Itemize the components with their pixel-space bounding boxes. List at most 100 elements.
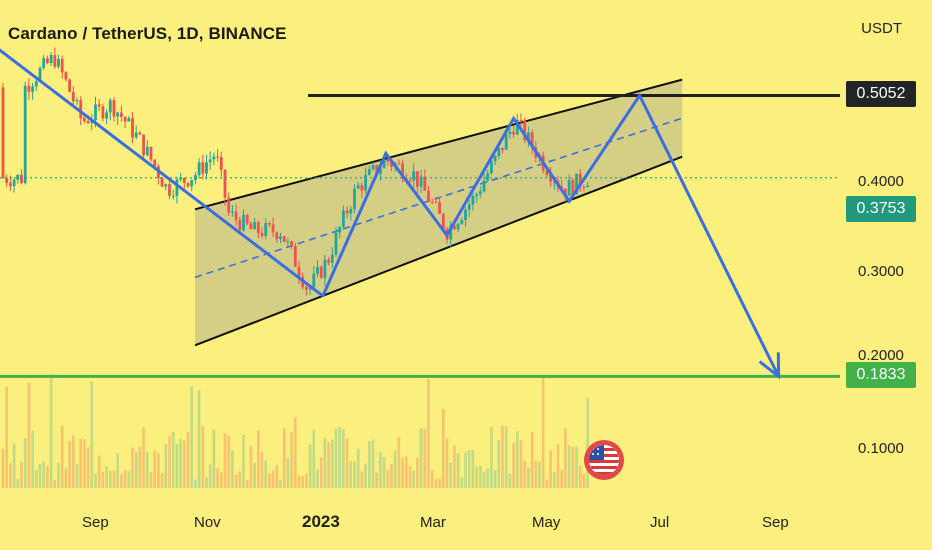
volume-bar (390, 463, 393, 488)
candle-body (219, 157, 223, 170)
volume-bar (57, 462, 60, 488)
candle-body (86, 120, 90, 123)
candle-body (186, 182, 190, 187)
candle-body (342, 210, 345, 227)
volume-bar (131, 447, 134, 488)
candle-body (453, 225, 456, 230)
candle-body (127, 118, 131, 122)
volume-bar (290, 431, 293, 488)
candle-body (227, 197, 231, 213)
candle-body (330, 254, 334, 263)
candle-body (108, 100, 112, 113)
candle-body (434, 201, 438, 203)
time-tick-label: Sep (762, 514, 789, 531)
candle-body (297, 266, 301, 277)
candle-body (438, 202, 441, 214)
time-tick-label: 2023 (302, 512, 340, 531)
volume-bar (164, 443, 168, 488)
candle-body (441, 213, 445, 229)
volume-bar (323, 438, 327, 488)
candle-body (508, 131, 512, 135)
candle-body (364, 174, 367, 191)
volume-bar (382, 456, 386, 488)
candle-body (282, 236, 286, 242)
volume-bar (578, 465, 582, 488)
candle-body (327, 259, 330, 263)
volume-bar (464, 452, 467, 488)
candle-body (5, 178, 9, 183)
candle-body (386, 159, 390, 162)
volume-bar (582, 473, 586, 488)
candle-body (575, 173, 578, 195)
volume-bar (23, 438, 27, 488)
volume-bar (127, 471, 131, 488)
candle-body (205, 162, 208, 174)
volume-bar (268, 473, 271, 488)
candle-body (197, 162, 201, 176)
volume-bar (371, 439, 375, 488)
volume-bar (253, 462, 256, 488)
candle-body (153, 159, 157, 167)
candle-body (134, 132, 138, 138)
volume-bar (68, 441, 71, 488)
volume-bar (516, 431, 519, 488)
candle-body (323, 259, 327, 278)
candle-body (360, 185, 364, 191)
candle-body (164, 184, 168, 187)
candle-body (160, 178, 164, 187)
candle-body (42, 58, 46, 69)
downtrend-line (0, 48, 324, 298)
candle-body (175, 179, 179, 196)
candle-body (356, 185, 360, 189)
candle-body (71, 91, 75, 102)
candle-body (375, 165, 379, 174)
candle-body (79, 99, 83, 119)
volume-bar (334, 428, 338, 488)
candle-body (490, 161, 493, 174)
volume-bar (301, 476, 304, 488)
candle-body (142, 134, 145, 156)
volume-bar (245, 479, 249, 488)
candle-body (582, 186, 586, 188)
candle-body (112, 100, 116, 117)
volume-bar (541, 375, 545, 488)
candle-body (12, 179, 16, 187)
volume-bar (408, 466, 412, 488)
volume-bar (42, 461, 45, 488)
volume-bar (349, 461, 353, 488)
volume-bar (60, 425, 64, 488)
candle-body (212, 156, 216, 160)
volume-bar (134, 451, 138, 488)
volume-bar (342, 428, 345, 488)
volume-bar (312, 429, 316, 488)
candle-body (371, 165, 375, 170)
volume-bar (434, 479, 438, 488)
volume-bar (35, 470, 38, 488)
candle-body (275, 232, 279, 239)
volume-bar (427, 379, 430, 488)
volume-bar (175, 443, 179, 488)
volume-bar (160, 473, 164, 488)
candle-body (308, 287, 312, 290)
volume-bar (238, 471, 242, 488)
volume-bar (419, 428, 423, 488)
us-flag-icon[interactable] (584, 440, 624, 480)
candle-body (256, 222, 260, 233)
volume-bar (109, 470, 112, 488)
candle-body (23, 85, 27, 184)
volume-bar (305, 473, 308, 488)
candle-body (416, 171, 419, 187)
volume-bar (508, 473, 512, 488)
candle-body (382, 159, 386, 169)
volume-bar (460, 477, 464, 488)
volume-bar (83, 438, 86, 488)
volume-bar (571, 446, 575, 488)
time-tick-label: Mar (420, 514, 446, 531)
candle-body (456, 223, 460, 230)
candle-body (60, 58, 64, 73)
candle-body (97, 104, 101, 107)
candle-body (515, 120, 519, 135)
candle-body (427, 190, 430, 202)
volume-bar (279, 479, 282, 488)
